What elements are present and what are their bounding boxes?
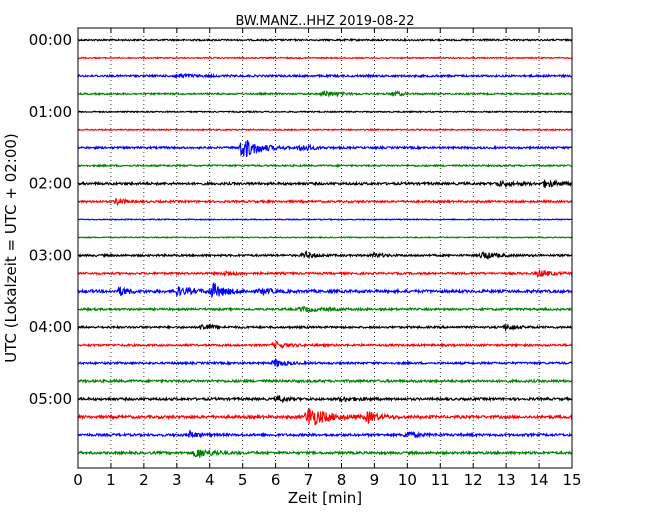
plot-frame: [77, 27, 573, 469]
y-axis-label: UTC (Lokalzeit = UTC + 02:00): [2, 133, 20, 363]
trace-0130: [77, 139, 573, 157]
trace-0115: [77, 127, 573, 132]
trace-0230: [77, 217, 573, 222]
x-tick-label: 9: [370, 471, 380, 489]
y-tick-label: 00:00: [29, 31, 72, 49]
x-tick-label: 11: [431, 471, 450, 489]
trace-0300: [77, 250, 573, 261]
trace-0415: [77, 340, 573, 350]
x-axis-label: Zeit [min]: [288, 489, 362, 507]
trace-0345: [77, 305, 573, 313]
y-tick-label: 02:00: [29, 175, 72, 193]
trace-0100: [77, 110, 573, 114]
trace-0045: [77, 89, 573, 98]
y-tick-label: 04:00: [29, 318, 72, 336]
trace-0515: [77, 408, 573, 426]
trace-0545: [77, 449, 573, 458]
y-tick-label: 03:00: [29, 246, 72, 264]
trace-0145: [77, 163, 573, 168]
x-tick-label: 12: [464, 471, 483, 489]
trace-0500: [77, 395, 573, 404]
x-tick-label: 15: [562, 471, 581, 489]
trace-0245: [77, 235, 573, 240]
trace-0015: [77, 56, 573, 60]
x-tick-label: 6: [271, 471, 281, 489]
vertical-grid: [110, 28, 540, 468]
axis-ticks: [77, 28, 573, 468]
x-tick-label: 4: [205, 471, 215, 489]
x-tick-label: 7: [304, 471, 314, 489]
x-tick-label: 5: [238, 471, 248, 489]
trace-0215: [77, 197, 573, 207]
x-tick-label: 2: [139, 471, 149, 489]
x-tick-label: 0: [73, 471, 83, 489]
trace-0400: [77, 322, 573, 333]
x-tick-label: 10: [398, 471, 417, 489]
x-tick-label: 14: [530, 471, 549, 489]
y-tick-labels: 00:00 01:00 02:00 03:00 04:00 05:00: [29, 31, 72, 408]
trace-0430: [77, 357, 573, 368]
trace-0315: [77, 269, 573, 279]
x-tick-label: 1: [106, 471, 116, 489]
trace-group: [77, 37, 573, 458]
trace-0200: [77, 178, 573, 189]
x-tick-labels: 0 1 2 3 4 5 6 7 8 9 10 11 12 13 14 15: [73, 471, 581, 489]
x-tick-label: 3: [172, 471, 182, 489]
y-tick-label: 01:00: [29, 103, 72, 121]
trace-0330: [77, 281, 573, 299]
y-tick-label: 05:00: [29, 390, 72, 408]
x-tick-label: 13: [497, 471, 516, 489]
chart-title: BW.MANZ..HHZ 2019-08-22: [235, 14, 414, 29]
x-tick-label: 8: [337, 471, 347, 489]
trace-0030: [77, 72, 573, 79]
trace-0000: [77, 37, 573, 43]
trace-0530: [77, 429, 573, 439]
trace-0445: [77, 378, 573, 385]
